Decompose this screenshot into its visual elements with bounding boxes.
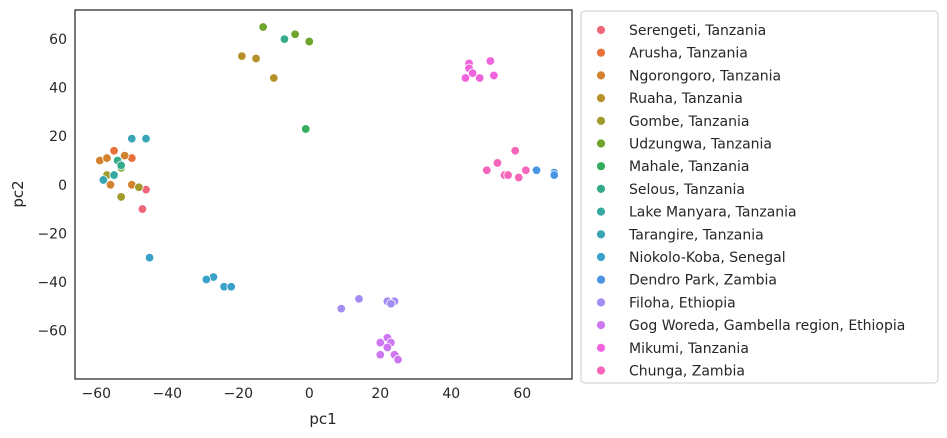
y-tick-label: 40 <box>49 81 67 97</box>
scatter-point <box>304 36 315 47</box>
legend-marker <box>596 252 606 262</box>
scatter-point <box>109 170 119 180</box>
legend-label: Mahale, Tanzania <box>629 159 749 175</box>
scatter-point <box>109 146 119 156</box>
scatter-point <box>510 146 520 156</box>
chart-marks <box>95 22 559 365</box>
scatter-point <box>119 150 130 161</box>
x-tick-label: 60 <box>513 386 531 402</box>
legend-label: Lake Manyara, Tanzania <box>629 205 797 221</box>
legend-marker <box>596 183 606 194</box>
legend-marker <box>596 342 606 353</box>
legend-marker <box>596 320 606 331</box>
scatter-point <box>290 29 300 39</box>
legend-marker <box>596 70 606 81</box>
scatter-point <box>386 299 396 309</box>
legend-frame <box>580 10 939 384</box>
scatter-point <box>226 282 236 292</box>
x-tick-label: 20 <box>371 386 389 402</box>
legend-marker <box>596 161 606 172</box>
scatter-point <box>549 170 559 180</box>
scatter-point <box>375 337 386 348</box>
scatter-point <box>521 165 531 175</box>
legend-label: Arusha, Tanzania <box>629 46 748 62</box>
x-axis-label: pc1 <box>309 410 336 428</box>
scatter-point <box>134 182 144 192</box>
x-tick-label: −60 <box>82 386 112 402</box>
legend-label: Gog Woreda, Gambella region, Ethiopia <box>629 318 905 334</box>
scatter-point <box>258 22 268 32</box>
legend-marker <box>596 93 606 103</box>
legend-marker <box>596 206 606 217</box>
scatter-point <box>251 53 261 64</box>
x-tick-label: 0 <box>305 386 314 402</box>
scatter-point <box>485 56 496 66</box>
scatter-point <box>279 34 290 44</box>
legend-marker <box>596 365 606 376</box>
legend-marker <box>596 138 606 149</box>
legend-label: Niokolo-Koba, Senegal <box>629 250 786 266</box>
scatter-point <box>489 70 499 81</box>
y-axis-label: pc2 <box>9 180 27 207</box>
scatter-point <box>102 153 112 163</box>
scatter-point <box>460 73 471 83</box>
legend-marker <box>596 47 606 58</box>
y-tick-label: 20 <box>49 129 67 145</box>
scatter-point <box>503 170 513 180</box>
scatter-point <box>467 68 478 78</box>
scatter-point <box>237 51 247 61</box>
legend-label: Ruaha, Tanzania <box>629 91 743 107</box>
scatter-point <box>354 294 364 304</box>
scatter-point <box>531 165 542 175</box>
y-tick-label: −60 <box>37 323 67 339</box>
legend-label: Mikumi, Tanzania <box>629 341 749 357</box>
scatter-point <box>98 175 109 185</box>
scatter-point <box>514 172 524 183</box>
y-tick-label: 60 <box>49 32 67 48</box>
y-tick-label: −40 <box>37 275 67 291</box>
legend-label: Gombe, Tanzania <box>629 114 749 130</box>
plot-frame <box>74 9 573 380</box>
scatter-point <box>382 342 393 353</box>
legend-label: Chunga, Zambia <box>629 364 745 380</box>
legend-label: Ngorongoro, Tanzania <box>629 68 781 84</box>
scatter-point <box>475 73 485 83</box>
scatter-point <box>116 160 126 171</box>
legend-marker <box>596 297 606 308</box>
legend-label: Tarangire, Tanzania <box>628 227 764 243</box>
scatter-point <box>141 133 151 144</box>
x-axis-ticks: −60 −40 −20 0 20 40 60 <box>82 386 532 402</box>
legend-marker <box>596 25 606 35</box>
scatter-point <box>301 124 311 134</box>
legend: Serengeti, Tanzania Arusha, Tanzania Ngoro… <box>580 10 939 384</box>
legend-label: Serengeti, Tanzania <box>629 23 766 39</box>
scatter-point <box>116 192 126 202</box>
y-axis-ticks: −60 −40 −20 0 20 40 60 <box>37 32 67 339</box>
legend-label: Selous, Tanzania <box>629 182 745 198</box>
legend-label: Filoha, Ethiopia <box>629 295 736 311</box>
scatter-point <box>393 354 403 365</box>
legend-label: Udzungwa, Tanzania <box>629 137 772 153</box>
y-tick-label: −20 <box>37 226 67 242</box>
scatter-point <box>105 180 116 190</box>
legend-marker <box>596 274 606 285</box>
scatter-point <box>482 165 492 175</box>
x-tick-label: −20 <box>224 386 254 402</box>
legend-label: Dendro Park, Zambia <box>629 273 777 289</box>
scatter-point <box>269 73 279 83</box>
scatter-point <box>492 158 503 168</box>
y-tick-label: 0 <box>58 178 67 194</box>
legend-marker <box>596 115 606 126</box>
scatter-point <box>201 274 212 285</box>
scatter-point <box>336 303 346 314</box>
scatter-point <box>137 204 148 214</box>
legend-marker <box>596 229 606 240</box>
x-tick-label: −40 <box>153 386 183 402</box>
x-tick-label: 40 <box>442 386 460 402</box>
scatter-point <box>144 252 155 263</box>
scatter-point <box>127 133 137 144</box>
scatter-point <box>375 350 386 360</box>
